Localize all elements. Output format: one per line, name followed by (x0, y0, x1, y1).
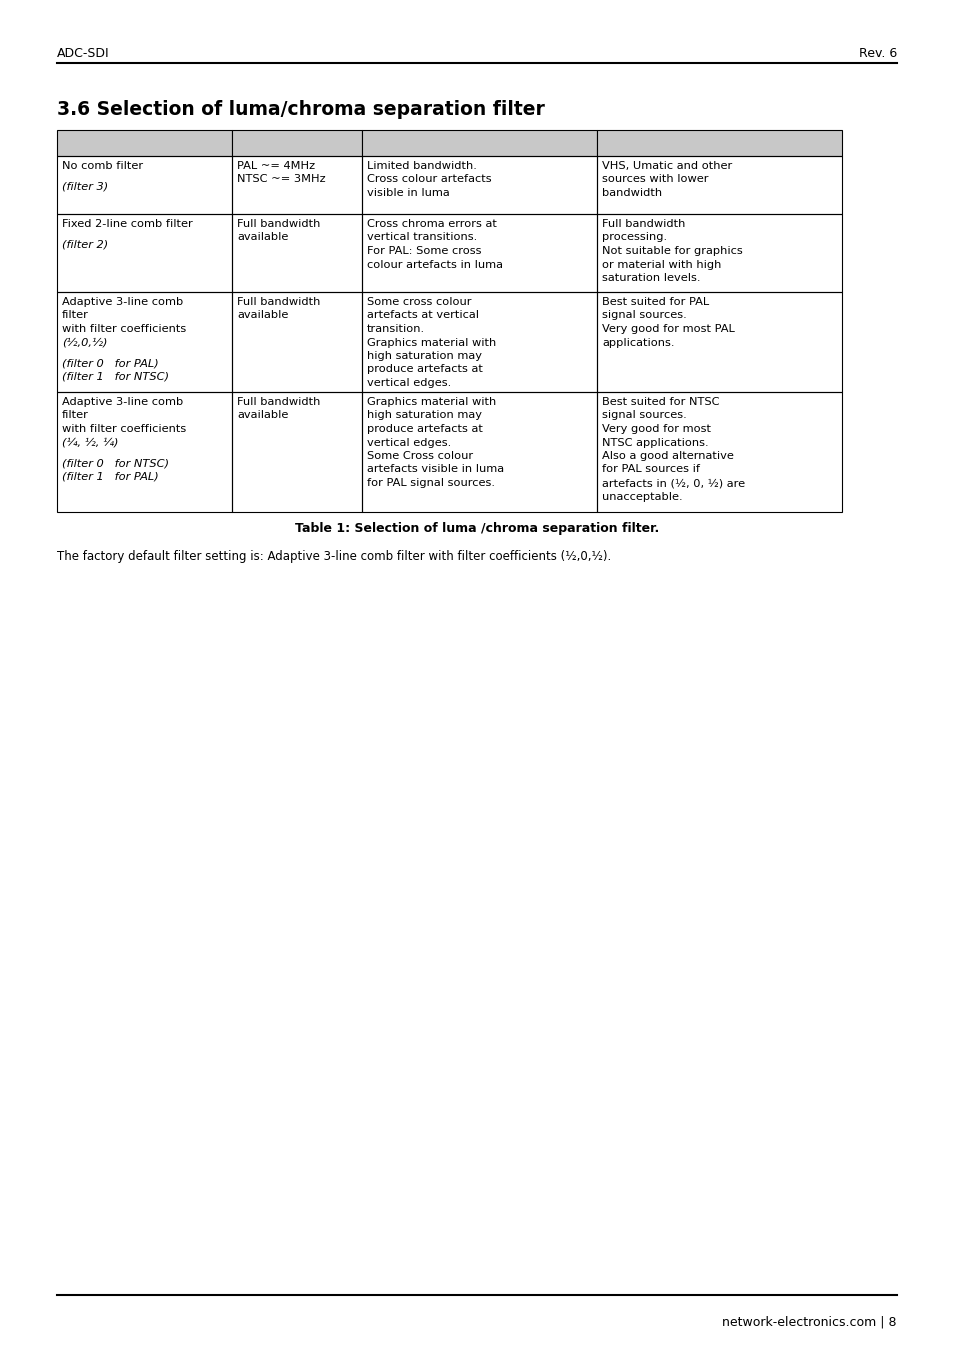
Text: Also a good alternative: Also a good alternative (601, 451, 733, 460)
Text: Full bandwidth: Full bandwidth (236, 297, 320, 306)
Text: Limited bandwidth.: Limited bandwidth. (367, 161, 476, 171)
Text: colour artefacts in luma: colour artefacts in luma (367, 259, 502, 270)
Bar (232, 292, 361, 392)
Text: Limitations: Limitations (442, 136, 517, 150)
Text: (filter 2): (filter 2) (62, 240, 108, 250)
Text: Not suitable for graphics: Not suitable for graphics (601, 246, 742, 256)
Text: available: available (236, 410, 288, 420)
Bar (597, 157, 841, 215)
Text: PAL ~= 4MHz: PAL ~= 4MHz (236, 161, 314, 171)
Text: vertical transitions.: vertical transitions. (367, 232, 476, 243)
Text: (½,0,½): (½,0,½) (62, 338, 108, 347)
Text: Very good for most: Very good for most (601, 424, 710, 433)
Bar (232, 392, 361, 512)
Text: (filter 1   for NTSC): (filter 1 for NTSC) (62, 371, 169, 382)
Text: unacceptable.: unacceptable. (601, 491, 682, 501)
Bar (232, 130, 361, 157)
Text: filter: filter (62, 310, 89, 320)
Text: Graphics material with: Graphics material with (367, 397, 496, 406)
Text: filter: filter (62, 410, 89, 420)
Text: Luma Bandwidth: Luma Bandwidth (241, 136, 352, 150)
Text: signal sources.: signal sources. (601, 410, 686, 420)
Text: available: available (236, 232, 288, 243)
Text: Rev. 6: Rev. 6 (858, 47, 896, 59)
Text: signal sources.: signal sources. (601, 310, 686, 320)
Text: vertical edges.: vertical edges. (367, 437, 451, 447)
Text: network-electronics.com | 8: network-electronics.com | 8 (721, 1315, 896, 1328)
Text: Best suited for PAL: Best suited for PAL (601, 297, 708, 306)
Bar (361, 292, 597, 392)
Text: produce artefacts at: produce artefacts at (367, 364, 482, 374)
Text: Very good for most PAL: Very good for most PAL (601, 324, 734, 333)
Text: Cross colour artefacts: Cross colour artefacts (367, 174, 491, 185)
Bar (57, 215, 232, 292)
Text: Full bandwidth: Full bandwidth (236, 219, 320, 230)
Text: processing.: processing. (601, 232, 666, 243)
Text: produce artefacts at: produce artefacts at (367, 424, 482, 433)
Text: sources with lower: sources with lower (601, 174, 708, 185)
Text: Best suited for NTSC: Best suited for NTSC (601, 397, 719, 406)
Text: Applications: Applications (678, 136, 760, 150)
Text: For PAL: Some cross: For PAL: Some cross (367, 246, 481, 256)
Text: Graphics material with: Graphics material with (367, 338, 496, 347)
Bar (597, 215, 841, 292)
Bar (361, 215, 597, 292)
Text: Full bandwidth: Full bandwidth (236, 397, 320, 406)
Text: 3.6 Selection of luma/chroma separation filter: 3.6 Selection of luma/chroma separation … (57, 100, 544, 119)
Text: Adaptive 3-line comb: Adaptive 3-line comb (62, 297, 183, 306)
Bar (232, 157, 361, 215)
Bar (597, 130, 841, 157)
Text: Some cross colour: Some cross colour (367, 297, 471, 306)
Text: (filter 3): (filter 3) (62, 182, 108, 192)
Text: with filter coefficients: with filter coefficients (62, 324, 186, 333)
Text: (filter 0   for PAL): (filter 0 for PAL) (62, 358, 158, 369)
Bar (361, 392, 597, 512)
Text: The factory default filter setting is: Adaptive 3-line comb filter with filter c: The factory default filter setting is: A… (57, 549, 611, 563)
Text: (filter 1   for PAL): (filter 1 for PAL) (62, 472, 158, 482)
Bar (57, 392, 232, 512)
Text: with filter coefficients: with filter coefficients (62, 424, 186, 433)
Text: NTSC ~= 3MHz: NTSC ~= 3MHz (236, 174, 325, 185)
Text: saturation levels.: saturation levels. (601, 273, 700, 284)
Text: Filter type: Filter type (110, 136, 179, 150)
Text: artefacts in (½, 0, ½) are: artefacts in (½, 0, ½) are (601, 478, 744, 487)
Text: Cross chroma errors at: Cross chroma errors at (367, 219, 497, 230)
Text: NTSC applications.: NTSC applications. (601, 437, 708, 447)
Text: (filter 0   for NTSC): (filter 0 for NTSC) (62, 459, 169, 468)
Text: Table 1: Selection of luma /chroma separation filter.: Table 1: Selection of luma /chroma separ… (294, 522, 659, 535)
Text: artefacts visible in luma: artefacts visible in luma (367, 464, 503, 474)
Text: visible in luma: visible in luma (367, 188, 449, 198)
Bar (57, 157, 232, 215)
Text: Full bandwidth: Full bandwidth (601, 219, 684, 230)
Text: artefacts at vertical: artefacts at vertical (367, 310, 478, 320)
Text: VHS, Umatic and other: VHS, Umatic and other (601, 161, 732, 171)
Bar (57, 130, 232, 157)
Text: high saturation may: high saturation may (367, 410, 481, 420)
Bar (597, 292, 841, 392)
Text: high saturation may: high saturation may (367, 351, 481, 360)
Text: for PAL sources if: for PAL sources if (601, 464, 700, 474)
Text: or material with high: or material with high (601, 259, 720, 270)
Text: available: available (236, 310, 288, 320)
Text: for PAL signal sources.: for PAL signal sources. (367, 478, 495, 487)
Bar (361, 157, 597, 215)
Text: No comb filter: No comb filter (62, 161, 143, 171)
Bar (232, 215, 361, 292)
Text: transition.: transition. (367, 324, 425, 333)
Text: ADC-SDI: ADC-SDI (57, 47, 110, 59)
Text: Some Cross colour: Some Cross colour (367, 451, 473, 460)
Text: Fixed 2-line comb filter: Fixed 2-line comb filter (62, 219, 193, 230)
Text: vertical edges.: vertical edges. (367, 378, 451, 387)
Text: Adaptive 3-line comb: Adaptive 3-line comb (62, 397, 183, 406)
Text: (¼, ½, ¼): (¼, ½, ¼) (62, 437, 118, 447)
Bar (57, 292, 232, 392)
Text: applications.: applications. (601, 338, 674, 347)
Bar (597, 392, 841, 512)
Bar (361, 130, 597, 157)
Text: bandwidth: bandwidth (601, 188, 661, 198)
